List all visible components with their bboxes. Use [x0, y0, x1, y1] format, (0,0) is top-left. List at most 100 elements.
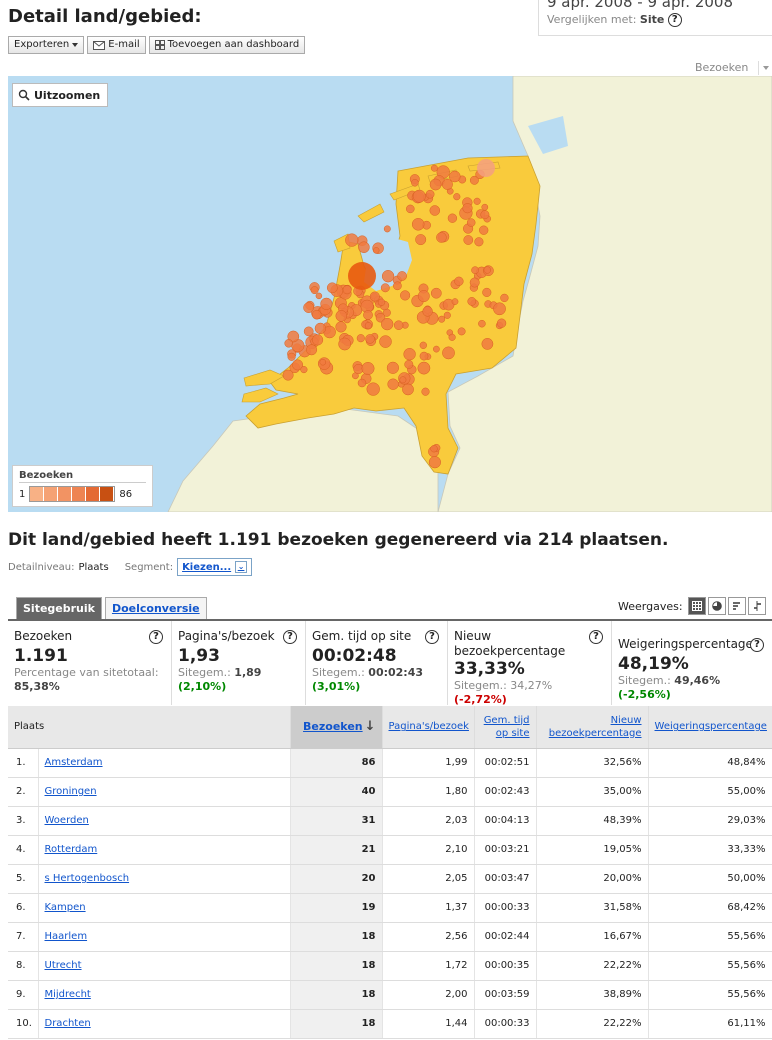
- row-city[interactable]: Drachten: [38, 1009, 291, 1039]
- row-city[interactable]: Mijdrecht: [38, 980, 291, 1010]
- segment-value: Kiezen...: [182, 561, 232, 573]
- city-marker: [412, 189, 426, 203]
- scorecard-divider: [8, 619, 772, 621]
- segment-select[interactable]: Kiezen... ⌄: [177, 558, 253, 576]
- row-city[interactable]: Kampen: [38, 893, 291, 923]
- email-button[interactable]: E-mail: [87, 36, 146, 54]
- city-marker: [417, 361, 431, 375]
- city-marker: [454, 276, 464, 286]
- legend-swatch: [72, 487, 87, 501]
- detail-level-label: Detailniveau:: [8, 561, 75, 573]
- add-to-dashboard-button[interactable]: Toevoegen aan dashboard: [148, 36, 306, 54]
- row-rank: 9.: [8, 980, 39, 1010]
- city-link[interactable]: s Hertogenbosch: [44, 873, 130, 884]
- chevron-down-icon: ⌄: [235, 561, 248, 573]
- pie-view-button[interactable]: [707, 597, 726, 615]
- row-bounce: 55,56%: [648, 922, 772, 952]
- row-city[interactable]: Utrecht: [38, 951, 291, 981]
- row-city[interactable]: Groningen: [38, 777, 291, 807]
- help-icon[interactable]: ?: [667, 13, 682, 27]
- row-new-visits: 31,58%: [536, 893, 649, 923]
- marker-amsterdam: [348, 262, 376, 290]
- row-time: 00:00:35: [474, 951, 537, 981]
- help-icon[interactable]: ?: [283, 630, 297, 644]
- row-bounce: 61,11%: [648, 1009, 772, 1039]
- map-canvas[interactable]: [8, 76, 772, 512]
- city-link[interactable]: Groningen: [44, 786, 97, 797]
- city-link[interactable]: Amsterdam: [44, 757, 103, 768]
- compare-value[interactable]: Site: [639, 13, 665, 26]
- help-icon[interactable]: ?: [425, 630, 439, 644]
- table-row: 8. Utrecht 18 1,72 00:00:35 22,22% 55,56%: [8, 951, 772, 981]
- city-link[interactable]: Kampen: [44, 902, 86, 913]
- dropdown-arrow-icon: [72, 43, 79, 47]
- help-icon[interactable]: ?: [750, 638, 764, 652]
- map-metric-select[interactable]: Bezoeken: [695, 61, 769, 75]
- legend-swatch: [86, 487, 101, 501]
- city-marker: [379, 335, 392, 348]
- city-link[interactable]: Rotterdam: [44, 844, 98, 855]
- table-row: 6. Kampen 19 1,37 00:00:33 31,58% 68,42%: [8, 893, 772, 923]
- city-marker: [481, 338, 494, 350]
- column-header-plaats: Plaats: [8, 706, 291, 749]
- export-button[interactable]: Exporteren: [8, 36, 85, 54]
- row-bounce: 50,00%: [648, 864, 772, 894]
- tab-goal-conversion[interactable]: Doelconversie: [104, 597, 207, 619]
- city-marker: [361, 362, 375, 375]
- city-marker: [473, 197, 481, 205]
- column-header-time[interactable]: Gem. tijd op site: [474, 706, 537, 749]
- help-icon[interactable]: ?: [589, 630, 603, 644]
- city-link[interactable]: Haarlem: [44, 931, 88, 942]
- comparison-view-button[interactable]: [747, 597, 766, 615]
- row-bounce: 55,00%: [648, 777, 772, 807]
- help-icon[interactable]: ?: [149, 630, 163, 644]
- city-marker: [480, 210, 490, 220]
- city-link[interactable]: Mijdrecht: [44, 989, 91, 1000]
- row-city[interactable]: s Hertogenbosch: [38, 864, 291, 894]
- city-marker: [448, 333, 456, 341]
- legend-title: Bezoeken: [19, 470, 146, 483]
- city-marker: [482, 287, 492, 297]
- scorecard-bounce-rate: Weigeringspercentage ? 48,19% Sitegem.: …: [612, 621, 772, 705]
- city-link[interactable]: Drachten: [44, 1018, 91, 1029]
- detail-controls: Detailniveau: Plaats Segment: Kiezen... …: [8, 558, 253, 576]
- city-marker: [342, 285, 352, 295]
- row-city[interactable]: Amsterdam: [38, 748, 291, 778]
- map-overlay[interactable]: [8, 76, 772, 512]
- city-link[interactable]: Woerden: [44, 815, 89, 826]
- date-range[interactable]: 9 apr. 2008 - 9 apr. 2008: [547, 0, 733, 11]
- row-city[interactable]: Woerden: [38, 806, 291, 836]
- date-range-picker[interactable]: 9 apr. 2008 - 9 apr. 2008 Vergelijken me…: [538, 0, 772, 36]
- comparison-icon: [753, 601, 761, 611]
- row-city[interactable]: Rotterdam: [38, 835, 291, 865]
- city-marker: [433, 345, 440, 353]
- table-row: 5. s Hertogenbosch 20 2,05 00:03:47 20,00% 50,…: [8, 864, 772, 894]
- city-marker: [335, 321, 347, 333]
- table-view-button[interactable]: [687, 597, 706, 615]
- row-new-visits: 22,22%: [536, 1009, 649, 1039]
- row-bounce: 68,42%: [648, 893, 772, 923]
- city-link[interactable]: Utrecht: [44, 960, 82, 971]
- scorecards: Bezoeken ? 1.191 Percentage van sitetota…: [8, 621, 772, 706]
- row-city[interactable]: Haarlem: [38, 922, 291, 952]
- column-header-visits[interactable]: Bezoeken ↓: [290, 706, 383, 749]
- views-label: Weergaves:: [618, 599, 683, 613]
- column-header-bounce[interactable]: Weigeringspercentage: [648, 706, 772, 749]
- scorecard-pages-per-visit: Pagina's/bezoek ? 1,93 Sitegem.: 1,89 (2…: [172, 621, 306, 705]
- dashboard-icon: [154, 40, 165, 50]
- scorecard-value: 48,19%: [618, 654, 689, 674]
- row-visits: 21: [290, 835, 383, 865]
- scorecard-avg-time: Gem. tijd op site ? 00:02:48 Sitegem.: 0…: [306, 621, 448, 705]
- chevron-down-icon[interactable]: [758, 61, 772, 75]
- scorecard-sub-label: Percentage van sitetotaal:: [14, 666, 159, 679]
- zoom-out-button[interactable]: Uitzoomen: [12, 83, 109, 107]
- scorecard-delta: (3,01%): [312, 680, 361, 693]
- column-header-new-visits[interactable]: Nieuw bezoekpercentage: [536, 706, 649, 749]
- scorecard-value: 33,33%: [454, 659, 525, 679]
- column-header-pages[interactable]: Pagina's/bezoek: [382, 706, 475, 749]
- performance-view-button[interactable]: [727, 597, 746, 615]
- city-marker: [417, 290, 430, 303]
- magnifier-icon: [18, 89, 30, 101]
- city-marker: [364, 322, 372, 330]
- tab-site-usage[interactable]: Sitegebruik: [16, 597, 102, 619]
